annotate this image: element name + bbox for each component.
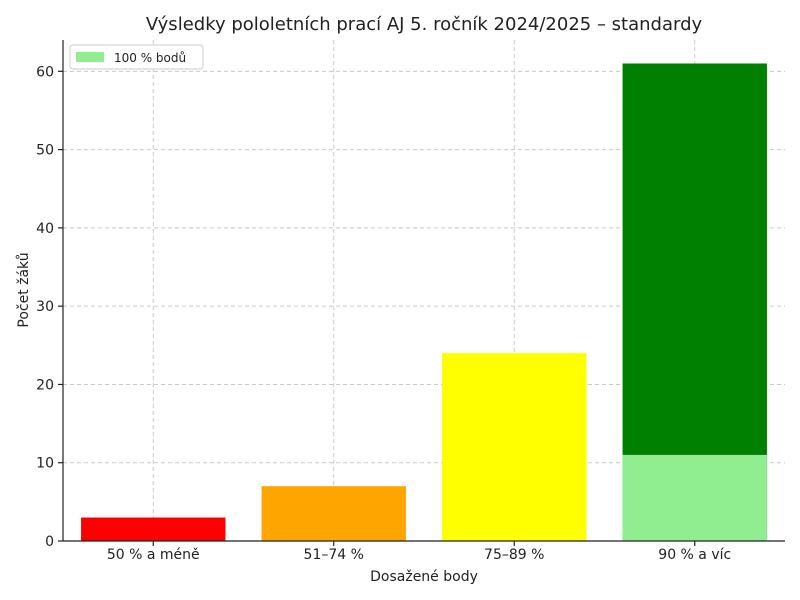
x-tick-label: 51–74 % (304, 547, 364, 563)
bar-2 (261, 486, 406, 541)
y-tick-label: 60 (36, 64, 54, 80)
chart-title: Výsledky pololetních prací AJ 5. ročník … (146, 14, 703, 35)
y-tick-label: 50 (36, 143, 54, 159)
x-tick-labels: 50 % a méně 51–74 % 75–89 % 90 % a víc (107, 547, 731, 563)
legend-label: 100 % bodů (114, 51, 186, 65)
axes (58, 40, 785, 546)
y-tick-label: 20 (36, 377, 54, 393)
y-tick-label: 10 (36, 456, 54, 472)
bars (81, 63, 767, 541)
y-tick-label: 0 (45, 534, 54, 550)
legend-swatch (76, 52, 104, 62)
y-tick-label: 40 (36, 221, 54, 237)
legend: 100 % bodů (69, 44, 204, 70)
x-tick-label: 50 % a méně (107, 547, 200, 563)
y-tick-labels: 0 10 20 30 40 50 60 (36, 64, 54, 550)
bar-1 (81, 517, 226, 541)
x-axis-title: Dosažené body (370, 569, 478, 585)
x-tick-label: 75–89 % (484, 547, 544, 563)
legend-box (69, 44, 204, 70)
bar-3 (442, 353, 587, 541)
bar-highlight-100-percent (622, 454, 767, 541)
grid (63, 40, 785, 542)
x-tick-label: 90 % a víc (658, 547, 731, 563)
y-tick-label: 30 (36, 299, 54, 315)
y-axis-title: Počet žáků (16, 252, 32, 327)
